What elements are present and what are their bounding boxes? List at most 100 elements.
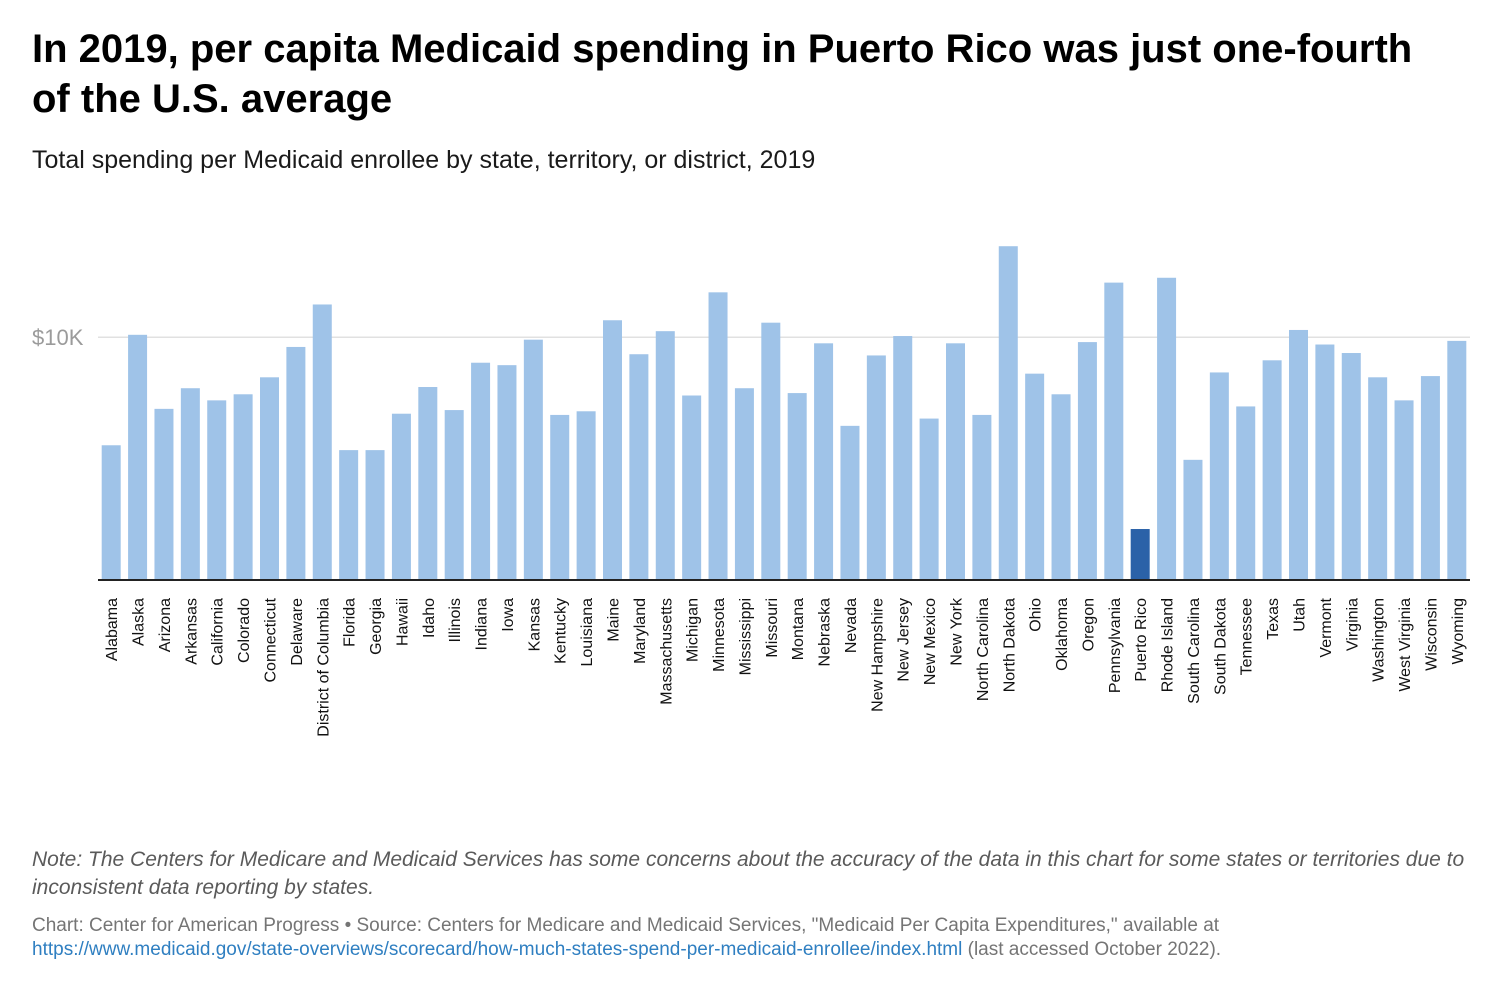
bar-virginia — [1341, 353, 1361, 580]
bar-new-hampshire — [866, 355, 886, 580]
x-tick-label-puerto-rico: Puerto Rico — [1133, 598, 1150, 682]
x-tick-label-delaware: Delaware — [289, 598, 306, 666]
x-tick-label-washington: Washington — [1371, 598, 1388, 682]
bar-nevada — [840, 425, 860, 580]
bar-district-of-columbia — [312, 304, 332, 580]
x-tick-label-colorado: Colorado — [236, 598, 253, 663]
bar-alabama — [101, 445, 121, 580]
bar-arkansas — [180, 388, 200, 580]
x-tick-label-michigan: Michigan — [685, 598, 702, 662]
x-tick-label-district-of-columbia: District of Columbia — [315, 598, 332, 737]
x-tick-label-florida: Florida — [342, 598, 359, 647]
bar-south-dakota — [1209, 372, 1229, 580]
bar-washington — [1368, 377, 1388, 580]
bar-new-jersey — [893, 336, 913, 580]
bar-pennsylvania — [1104, 282, 1124, 580]
bar-massachusetts — [655, 331, 675, 580]
credit-accessed: (last accessed October 2022). — [962, 939, 1222, 960]
bar-wyoming — [1447, 340, 1467, 580]
x-tick-labels: Alabama Alaska Arizona Arkansas California Co… — [104, 597, 1467, 737]
bar-missouri — [761, 322, 781, 580]
x-tick-label-louisiana: Louisiana — [579, 598, 596, 667]
bar-georgia — [365, 450, 385, 580]
bar-delaware — [286, 346, 306, 580]
x-tick-label-new-hampshire: New Hampshire — [869, 598, 886, 712]
x-tick-label-north-dakota: North Dakota — [1001, 598, 1018, 692]
bar-new-york — [946, 343, 965, 580]
bar-west-virginia — [1394, 400, 1414, 580]
x-tick-label-iowa: Iowa — [500, 598, 517, 632]
bar-iowa — [497, 365, 517, 580]
x-tick-label-maryland: Maryland — [632, 598, 649, 664]
x-tick-label-west-virginia: West Virginia — [1397, 598, 1414, 692]
bar-kansas — [523, 339, 543, 580]
x-tick-label-kentucky: Kentucky — [553, 598, 570, 664]
bar-michigan — [682, 395, 702, 580]
x-tick-label-pennsylvania: Pennsylvania — [1107, 598, 1124, 693]
bar-oklahoma — [1051, 394, 1071, 580]
bar-nebraska — [814, 343, 834, 580]
credit-source: Chart: Center for American Progress • So… — [32, 915, 1220, 936]
x-tick-label-vermont: Vermont — [1318, 597, 1335, 657]
x-tick-label-rhode-island: Rhode Island — [1160, 598, 1177, 692]
x-tick-label-nevada: Nevada — [843, 598, 860, 653]
bar-florida — [339, 450, 359, 580]
x-tick-label-oklahoma: Oklahoma — [1054, 598, 1071, 671]
x-tick-label-minnesota: Minnesota — [711, 598, 728, 672]
x-tick-label-new-jersey: New Jersey — [896, 598, 913, 682]
source-link[interactable]: https://www.medicaid.gov/state-overviews… — [32, 939, 963, 960]
bar-south-carolina — [1183, 459, 1203, 580]
x-tick-label-alabama: Alabama — [104, 598, 121, 661]
bar-kentucky — [550, 414, 570, 580]
bar-california — [207, 400, 227, 580]
x-tick-label-idaho: Idaho — [421, 598, 438, 638]
x-tick-label-wisconsin: Wisconsin — [1423, 598, 1440, 671]
chart-subtitle: Total spending per Medicaid enrollee by … — [32, 146, 816, 174]
bar-louisiana — [576, 411, 596, 580]
gridlines: $10K — [32, 325, 1470, 350]
bar-oregon — [1077, 342, 1097, 580]
bar-puerto-rico — [1130, 529, 1150, 580]
bar-arizona — [154, 408, 174, 580]
x-tick-label-kansas: Kansas — [526, 598, 543, 651]
bar-texas — [1262, 360, 1282, 580]
x-tick-label-wyoming: Wyoming — [1450, 598, 1467, 665]
bar-illinois — [444, 410, 464, 580]
bar-montana — [787, 393, 807, 580]
x-tick-label-north-carolina: North Carolina — [975, 598, 992, 701]
bar-colorado — [233, 394, 253, 580]
bar-rhode-island — [1157, 277, 1177, 580]
x-tick-label-ohio: Ohio — [1028, 598, 1045, 632]
y-tick-label: $10K — [32, 325, 84, 350]
bar-wisconsin — [1420, 376, 1440, 580]
bars — [101, 246, 1467, 580]
bar-maryland — [629, 354, 649, 580]
chart-title: In 2019, per capita Medicaid spending in… — [32, 27, 1413, 121]
x-tick-label-texas: Texas — [1265, 598, 1282, 640]
x-tick-label-arkansas: Arkansas — [183, 598, 200, 665]
x-tick-label-new-york: New York — [949, 597, 966, 666]
bar-maine — [603, 320, 622, 580]
x-tick-label-south-dakota: South Dakota — [1212, 598, 1229, 695]
bar-alaska — [128, 334, 148, 580]
x-tick-label-hawaii: Hawaii — [394, 598, 411, 646]
bar-north-dakota — [998, 246, 1018, 580]
x-tick-label-maine: Maine — [606, 598, 623, 642]
x-tick-label-mississippi: Mississippi — [737, 598, 754, 675]
chart-credit: Chart: Center for American Progress • So… — [32, 914, 1472, 962]
chart-note: Note: The Centers for Medicare and Medic… — [32, 848, 1465, 899]
x-tick-label-missouri: Missouri — [764, 598, 781, 658]
x-tick-label-montana: Montana — [790, 598, 807, 660]
x-tick-label-indiana: Indiana — [474, 598, 491, 651]
x-tick-label-connecticut: Connecticut — [263, 597, 280, 682]
x-tick-label-california: California — [210, 598, 227, 666]
bar-minnesota — [708, 292, 728, 580]
bar-vermont — [1315, 344, 1335, 580]
bar-mississippi — [734, 388, 754, 580]
x-tick-label-tennessee: Tennessee — [1239, 598, 1256, 675]
bar-ohio — [1025, 373, 1045, 580]
bar-idaho — [418, 387, 438, 580]
x-tick-label-arizona: Arizona — [157, 598, 174, 652]
bar-north-carolina — [972, 414, 992, 580]
bar-chart: $10K Alabama Alaska Arizona Arkansas Califor… — [32, 246, 1470, 737]
